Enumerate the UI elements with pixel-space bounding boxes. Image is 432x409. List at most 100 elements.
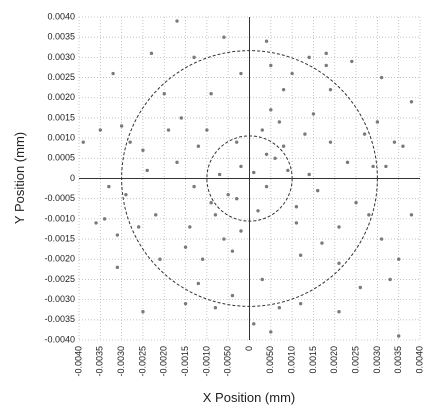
data-point: [239, 71, 243, 76]
axes: [79, 17, 420, 340]
data-point: [188, 225, 192, 229]
x-tick-label: 0.0040: [414, 346, 424, 374]
data-point: [273, 156, 277, 161]
data-point: [235, 140, 239, 144]
y-tick-label: 0.0030: [47, 52, 75, 62]
data-point: [392, 140, 397, 144]
x-axis-title: X Position (mm): [203, 390, 295, 405]
data-point: [303, 132, 307, 136]
data-point: [94, 221, 98, 225]
data-point: [281, 87, 286, 92]
data-point: [183, 245, 188, 249]
data-point: [269, 330, 273, 334]
reference-circle: [121, 50, 378, 307]
data-point: [294, 221, 299, 225]
data-point: [324, 51, 328, 56]
data-point: [264, 152, 269, 156]
data-point: [401, 144, 405, 148]
data-point: [119, 124, 124, 128]
data-point: [328, 140, 333, 144]
y-tick-labels: 0.0040 0.0035 0.0030 0.0025 0.0020 0.0015 0.00…: [44, 11, 75, 344]
y-tick-label: 0.0020: [47, 92, 75, 102]
data-point: [209, 201, 213, 205]
data-point: [371, 164, 375, 169]
reference-circles: [121, 50, 378, 307]
data-point: [277, 306, 282, 310]
data-point: [141, 148, 145, 152]
data-point: [230, 249, 235, 253]
y-tick-label: -0.0040: [44, 334, 75, 344]
data-point: [367, 213, 371, 217]
data-point: [277, 120, 282, 124]
data-point: [102, 217, 107, 221]
x-tick-label: 0.0025: [350, 346, 360, 374]
y-tick-label: 0: [70, 173, 75, 183]
reference-circle: [206, 135, 293, 222]
data-point: [396, 257, 401, 261]
x-tick-label: -0.0025: [137, 346, 147, 377]
data-point: [294, 205, 299, 209]
data-point: [264, 184, 269, 189]
data-point: [337, 310, 341, 314]
data-point: [154, 213, 158, 217]
data-point: [290, 71, 294, 76]
data-point: [196, 281, 201, 286]
x-tick-label: -0.0010: [201, 346, 211, 377]
data-point: [379, 75, 384, 80]
data-point: [128, 140, 132, 144]
data-point: [179, 116, 183, 120]
x-tick-label: 0.0035: [393, 346, 403, 374]
data-point: [141, 310, 145, 314]
data-point: [136, 225, 141, 229]
y-axis-title: Y Position (mm): [12, 132, 27, 224]
x-tick-label: 0: [244, 346, 254, 351]
x-tick-label: -0.0040: [73, 346, 83, 377]
data-point: [362, 132, 367, 136]
data-point: [192, 55, 196, 60]
x-tick-label: 0.0050: [265, 346, 275, 374]
y-tick-label: -0.0030: [44, 294, 75, 304]
data-point: [252, 322, 256, 326]
data-point: [115, 265, 120, 270]
data-point: [222, 35, 226, 39]
data-point: [264, 39, 269, 43]
data-point: [375, 120, 380, 124]
data-points: [81, 19, 414, 338]
x-tick-label: 0.0010: [287, 346, 297, 374]
data-point: [337, 261, 341, 265]
x-tick-label: -0.0030: [116, 346, 126, 377]
x-tick-label: -0.0050: [223, 346, 233, 377]
data-point: [354, 201, 358, 205]
data-point: [281, 144, 286, 148]
data-point: [324, 63, 328, 68]
data-point: [111, 71, 115, 76]
data-point: [98, 128, 103, 132]
y-tick-label: -0.0015: [44, 233, 75, 243]
data-point: [260, 277, 264, 282]
data-point: [124, 192, 128, 197]
y-tick-label: 0.0010: [47, 133, 75, 143]
data-point: [222, 237, 226, 241]
y-tick-label: -0.0025: [44, 274, 75, 284]
data-point: [269, 108, 273, 112]
x-tick-label: -0.0035: [95, 346, 105, 377]
data-point: [205, 128, 209, 132]
data-point: [409, 100, 414, 104]
y-tick-label: -0.0035: [44, 314, 75, 324]
data-point: [298, 253, 303, 257]
data-point: [350, 59, 354, 64]
data-point: [388, 277, 392, 282]
data-point: [320, 241, 324, 245]
data-point: [337, 225, 341, 229]
x-tick-labels: -0.0040 -0.0035 -0.0030 -0.0025 -0.0020 -0.00…: [73, 346, 424, 377]
data-point: [256, 209, 260, 213]
x-tick-label: 0.0020: [329, 346, 339, 374]
data-point: [307, 55, 311, 60]
data-point: [175, 19, 179, 23]
data-point: [166, 128, 171, 132]
data-point: [158, 257, 162, 261]
y-tick-label: -0.0005: [44, 193, 75, 203]
data-point: [183, 301, 188, 306]
data-point: [379, 237, 384, 241]
